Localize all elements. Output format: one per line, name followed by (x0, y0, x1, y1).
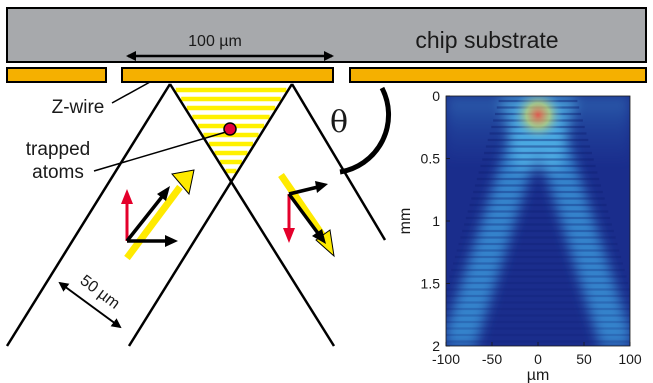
electrode-right (349, 67, 647, 83)
simulation-plot: 0 0.5 1 1.5 2-100 -50 0 50 100 mm µm (397, 88, 642, 383)
trapped-atom-dot (223, 122, 237, 136)
plot-hotspot (512, 96, 564, 141)
light-beams (5, 83, 387, 347)
chip-substrate-label: chip substrate (415, 27, 558, 53)
beam-width-label: 50 µm (77, 272, 123, 313)
trapped-atoms-pointer (93, 131, 227, 172)
left-polarization-vectors (121, 169, 195, 261)
right-polarization-vectors (278, 173, 335, 258)
plot-y-tick-label: 2 (432, 338, 440, 354)
plot-x-axis-label: µm (527, 367, 550, 383)
angle-arc (339, 86, 391, 175)
plot-y-tick-label: 0.5 (421, 151, 441, 167)
plot-y-axis-label: mm (397, 208, 414, 235)
plot-x-tick-label: -50 (482, 351, 502, 367)
electrode-left (6, 67, 107, 83)
trapped-atoms-label-line2: atoms (32, 162, 84, 183)
z-wire-label: Z-wire (52, 97, 105, 118)
z-wire-pointer (111, 81, 151, 104)
plot-x-tick-label: 50 (576, 351, 592, 367)
plot-x-tick-label: 0 (534, 351, 542, 367)
width-label: 100 µm (188, 33, 242, 50)
plot-y-tick-label: 1 (432, 213, 440, 229)
z-wire (121, 67, 334, 83)
plot-x-tick-label: 100 (618, 351, 642, 367)
trapped-atoms-label-line1: trapped (26, 139, 90, 160)
plot-y-tick-label: 0 (432, 88, 440, 104)
plot-x-tick-label: -100 (432, 351, 460, 367)
angle-label: θ (330, 105, 348, 140)
beam-width-arrow (58, 281, 122, 329)
plot-y-tick-label: 1.5 (421, 276, 441, 292)
